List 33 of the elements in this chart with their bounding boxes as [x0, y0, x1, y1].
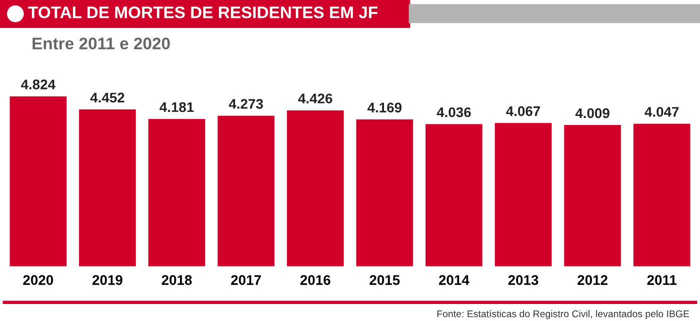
x-tick-label: 2020 — [23, 275, 54, 285]
data-label: 4.273 — [228, 98, 263, 109]
data-label: 4.426 — [298, 94, 332, 104]
bar — [564, 125, 621, 266]
data-label: 4.181 — [160, 102, 194, 112]
data-label: 4.452 — [90, 92, 124, 103]
bar — [426, 124, 482, 266]
x-tick-label: 2017 — [231, 275, 261, 285]
chart-subtitle: Entre 2011 e 2020 — [32, 38, 170, 50]
bar — [633, 124, 690, 266]
chart-title: TOTAL DE MORTES DE RESIDENTES EM JF — [28, 6, 378, 18]
bar — [286, 110, 344, 266]
data-label: 4.824 — [20, 80, 56, 90]
bar — [356, 119, 414, 266]
bar — [148, 118, 206, 266]
x-tick-label: 2019 — [92, 275, 122, 285]
bar — [494, 122, 552, 266]
data-label: 4.047 — [644, 106, 679, 117]
x-tick-label: 2015 — [370, 275, 400, 285]
data-label: 4.067 — [506, 106, 540, 116]
bar — [10, 96, 67, 266]
x-tick-label: 2018 — [162, 275, 192, 285]
x-tick-label: 2016 — [300, 275, 330, 285]
x-tick-label: 2011 — [647, 275, 677, 285]
x-tick-label: 2012 — [578, 275, 608, 285]
bar — [218, 116, 274, 266]
x-tick-label: 2013 — [508, 275, 538, 285]
source-note: Fonte: Estatísticas do Registro Civil, levantados pelo IBGE — [437, 310, 690, 320]
x-tick-label: 2014 — [438, 275, 470, 285]
data-label: 4.169 — [367, 102, 402, 112]
data-label: 4.036 — [436, 107, 471, 118]
data-label: 4.009 — [575, 108, 610, 118]
bar — [79, 109, 136, 266]
